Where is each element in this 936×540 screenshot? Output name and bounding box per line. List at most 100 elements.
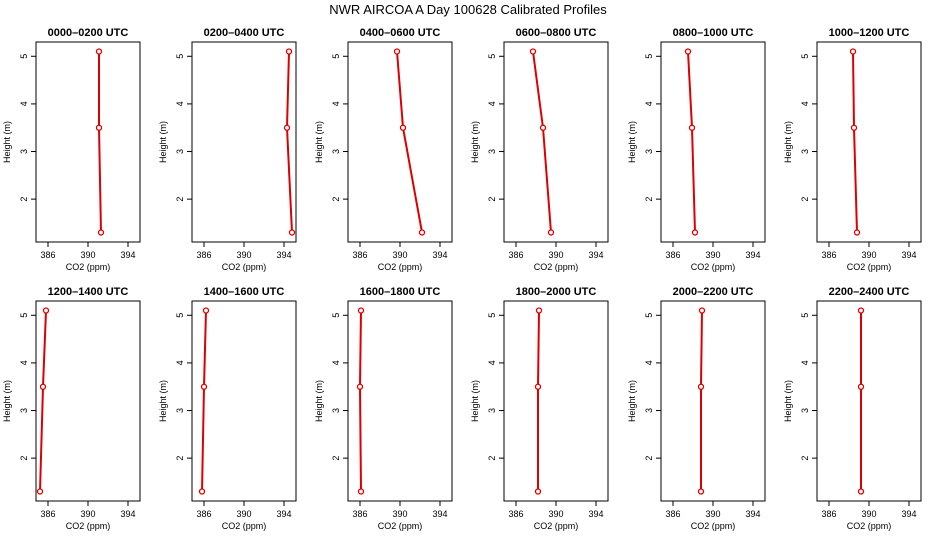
panel-2-x-tick-label: 390 (236, 250, 251, 260)
panel-4-data-point (529, 48, 537, 55)
panel-9-y-tick-label: 2 (331, 456, 341, 461)
panel-9-data-point (357, 307, 365, 314)
panel-3-y-axis-label: Height (m) (314, 121, 324, 163)
panel-2-y-tick-label: 5 (175, 54, 185, 59)
panel-9-y-tick-label: 3 (331, 408, 341, 413)
panel-12-y-tick-label: 5 (800, 313, 810, 318)
panel-1-y-tick-label: 5 (19, 54, 29, 59)
panel-4-y-tick-label: 4 (487, 101, 497, 106)
panel-6-x-tick-label: 386 (821, 250, 836, 260)
panel-1-plot-frame (35, 41, 141, 243)
panel-5-x-axis-label: CO2 (ppm) (691, 262, 736, 272)
panel-12-x-axis-label: CO2 (ppm) (847, 521, 892, 531)
panel-1-y-tick-label: 4 (19, 101, 29, 106)
panel-12-x-tick-label: 394 (901, 509, 916, 519)
panel-10-x-tick-label: 386 (508, 509, 523, 519)
panel-10-data-point (535, 307, 543, 314)
panel-4-y-tick-label: 2 (487, 197, 497, 202)
panel-12-data-point (857, 488, 865, 495)
panel-11-data-point (697, 383, 705, 390)
panel-11-y-tick-label: 5 (644, 313, 654, 318)
panel-6-title: 1000–1200 UTC (829, 27, 910, 39)
panel-4-y-tick-label: 3 (487, 149, 497, 154)
panel-7-y-tick-label: 5 (19, 313, 29, 318)
panel-4-x-tick-label: 394 (588, 250, 603, 260)
page-title: NWR AIRCOA A Day 100628 Calibrated Profi… (329, 2, 607, 17)
panel-8-y-tick-label: 2 (175, 456, 185, 461)
panel-2-y-tick-label: 4 (175, 101, 185, 106)
panel-8-y-axis-label: Height (m) (158, 380, 168, 422)
panel-10-plot-frame (503, 300, 609, 502)
panel-5-y-tick-label: 4 (644, 101, 654, 106)
panel-2-y-tick-label: 3 (175, 149, 185, 154)
panel-10-y-axis-label: Height (m) (470, 380, 480, 422)
panel-9-data-point (356, 383, 364, 390)
panel-9-x-tick-label: 386 (352, 509, 367, 519)
panel-12-y-tick-label: 4 (800, 360, 810, 365)
panel-3-y-tick-label: 5 (331, 54, 341, 59)
panel-5-plot-frame (660, 41, 766, 243)
panel-10-data-point (534, 488, 542, 495)
panel-3-data-point (393, 48, 401, 55)
panel-12-data-point (857, 383, 865, 390)
panel-10-x-axis-label: CO2 (ppm) (534, 521, 579, 531)
panel-1-title: 0000–0200 UTC (48, 27, 129, 39)
panel-10-y-tick-label: 4 (487, 360, 497, 365)
panel-9-y-tick-label: 4 (331, 360, 341, 365)
panel-6-x-tick-label: 394 (901, 250, 916, 260)
panel-3-x-tick-label: 390 (392, 250, 407, 260)
panel-2-y-axis-label: Height (m) (158, 121, 168, 163)
panel-3-x-tick-label: 386 (352, 250, 367, 260)
panel-5-data-point (688, 124, 696, 131)
panel-3-plot-frame (347, 41, 453, 243)
panel-8-plot-frame (191, 300, 297, 502)
panel-8-data-point (200, 383, 208, 390)
panel-5-title: 0800–1000 UTC (673, 27, 754, 39)
panel-7-x-tick-label: 390 (80, 509, 95, 519)
panel-9-y-tick-label: 5 (331, 313, 341, 318)
panel-8-profile-line (201, 310, 207, 492)
panel-6-y-tick-label: 2 (800, 197, 810, 202)
panel-2-profile-line (285, 51, 293, 233)
panel-11-profile-line (700, 310, 703, 492)
panel-6-data-point (849, 48, 857, 55)
panel-1-data-point (97, 229, 105, 236)
panel-1-x-tick-label: 394 (120, 250, 135, 260)
panel-6-y-tick-label: 4 (800, 101, 810, 106)
panel-6-y-axis-label: Height (m) (783, 121, 793, 163)
panel-2-plot-frame (191, 41, 297, 243)
panel-7-profile-line (39, 310, 47, 492)
panel-6-data-point (853, 229, 861, 236)
panel-9-x-axis-label: CO2 (ppm) (378, 521, 423, 531)
panel-6-x-axis-label: CO2 (ppm) (847, 262, 892, 272)
panel-5-y-tick-label: 5 (644, 54, 654, 59)
panel-12-x-tick-label: 390 (861, 509, 876, 519)
panel-5-x-tick-label: 394 (745, 250, 760, 260)
panel-6-profile-line (852, 51, 858, 233)
panel-8-data-point (198, 488, 206, 495)
panel-3-x-tick-label: 394 (432, 250, 447, 260)
panel-7-y-axis-label: Height (m) (2, 380, 12, 422)
panel-11-x-tick-label: 394 (745, 509, 760, 519)
panel-5-y-tick-label: 2 (644, 197, 654, 202)
panel-1-x-axis-label: CO2 (ppm) (66, 262, 111, 272)
panel-11-y-tick-label: 3 (644, 408, 654, 413)
panel-5-data-point (691, 229, 699, 236)
panel-7-data-point (36, 488, 44, 495)
panel-11-y-tick-label: 2 (644, 456, 654, 461)
panel-10-data-point (534, 383, 542, 390)
panel-7-plot-frame (35, 300, 141, 502)
panel-5-y-axis-label: Height (m) (627, 121, 637, 163)
panel-7-x-tick-label: 386 (40, 509, 55, 519)
panel-6-y-tick-label: 5 (800, 54, 810, 59)
panel-10-y-tick-label: 3 (487, 408, 497, 413)
panel-12-y-tick-label: 3 (800, 408, 810, 413)
panel-3-profile-line (396, 51, 423, 233)
panel-8-title: 1400–1600 UTC (204, 286, 285, 298)
panel-1-y-axis-label: Height (m) (2, 121, 12, 163)
panel-4-x-tick-label: 390 (548, 250, 563, 260)
panel-9-x-tick-label: 390 (392, 509, 407, 519)
panel-11-data-point (698, 307, 706, 314)
panel-6-y-tick-label: 3 (800, 149, 810, 154)
